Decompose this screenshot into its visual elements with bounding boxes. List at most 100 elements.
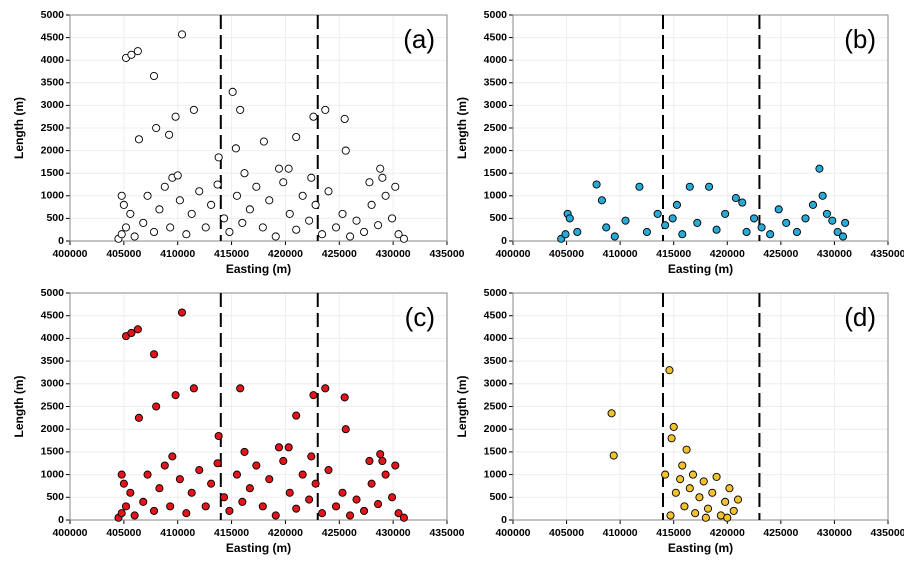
point (201, 502, 210, 511)
point (782, 218, 791, 227)
point (274, 164, 284, 173)
point (160, 182, 169, 191)
point (376, 164, 385, 173)
x-tick-label: 430000 (817, 527, 852, 539)
point (127, 328, 136, 338)
y-axis-title: Length (m) (455, 97, 469, 159)
y-tick-label: 4000 (41, 54, 65, 66)
x-tick-label: 425000 (763, 248, 798, 260)
point (808, 200, 818, 209)
point (678, 230, 687, 239)
point (117, 509, 126, 518)
point (712, 225, 721, 234)
panel-label: (c) (405, 302, 435, 332)
point (143, 191, 152, 200)
point (374, 500, 383, 509)
y-tick-label: 2000 (484, 423, 508, 435)
point (127, 50, 136, 59)
point (378, 456, 387, 466)
y-tick-label: 2000 (484, 144, 508, 156)
point (367, 479, 376, 488)
point (676, 475, 685, 484)
point (119, 479, 128, 488)
point (792, 227, 801, 237)
point (705, 182, 714, 191)
point (245, 205, 254, 214)
x-tick-label: 405000 (549, 527, 584, 539)
y-tick-label: 4000 (41, 332, 65, 344)
point (653, 209, 662, 218)
point (259, 137, 268, 146)
point (238, 497, 247, 506)
point (374, 221, 383, 230)
point (376, 450, 385, 459)
point (360, 227, 369, 237)
point (801, 214, 810, 223)
point (635, 182, 644, 191)
plot-frame (69, 14, 448, 242)
point (292, 225, 301, 234)
y-tick-label: 1500 (41, 167, 65, 179)
point (133, 47, 142, 56)
panel: 0 500 1000 1500 2000 2500 3000 3500 4000 4500 5000… (12, 287, 465, 555)
point (265, 475, 274, 484)
point (394, 509, 403, 518)
y-tick-label: 1000 (41, 468, 65, 480)
point (725, 484, 734, 493)
point (195, 187, 204, 196)
point (117, 191, 126, 200)
point (219, 493, 229, 502)
point (365, 178, 374, 187)
point (321, 384, 330, 393)
point (607, 409, 616, 418)
point (666, 511, 675, 520)
point (130, 232, 139, 241)
x-axis-title: Easting (m) (226, 541, 291, 555)
point (671, 488, 680, 497)
point (561, 230, 570, 239)
point (117, 470, 126, 479)
point (815, 164, 824, 173)
point (307, 173, 316, 182)
y-tick-label: 500 (489, 212, 507, 224)
point (134, 135, 143, 144)
point (678, 461, 687, 470)
point (311, 479, 320, 488)
panel: 0 500 1000 1500 2000 2500 3000 3500 4000 4500 5000… (455, 287, 904, 555)
x-tick-label: 400000 (495, 527, 530, 539)
x-tick-label: 410000 (603, 248, 638, 260)
point (240, 169, 249, 178)
point (833, 227, 842, 237)
point (171, 112, 180, 121)
y-tick-label: 3000 (484, 99, 508, 111)
point (155, 205, 164, 214)
y-axis-title: Length (m) (455, 376, 469, 438)
point (160, 461, 169, 470)
point (152, 123, 161, 133)
x-tick-label: 415000 (656, 248, 691, 260)
point (378, 173, 387, 182)
point (360, 506, 369, 515)
point (668, 214, 677, 223)
x-tick-label: 420000 (268, 527, 303, 539)
point (399, 513, 408, 522)
x-tick-label: 435000 (870, 527, 904, 539)
point (311, 200, 320, 209)
point (838, 232, 848, 241)
point (672, 200, 681, 209)
point (610, 232, 619, 241)
point (592, 180, 601, 189)
plot-frame (512, 292, 889, 521)
panel-label: (b) (844, 24, 876, 54)
point (309, 112, 318, 121)
point (279, 178, 288, 187)
point (391, 461, 400, 470)
point (332, 502, 341, 511)
point (341, 146, 350, 155)
point (231, 144, 240, 153)
point (292, 411, 301, 420)
point (621, 216, 630, 225)
y-tick-label: 4500 (41, 31, 65, 43)
y-tick-label: 4500 (41, 309, 65, 321)
point (391, 182, 400, 191)
